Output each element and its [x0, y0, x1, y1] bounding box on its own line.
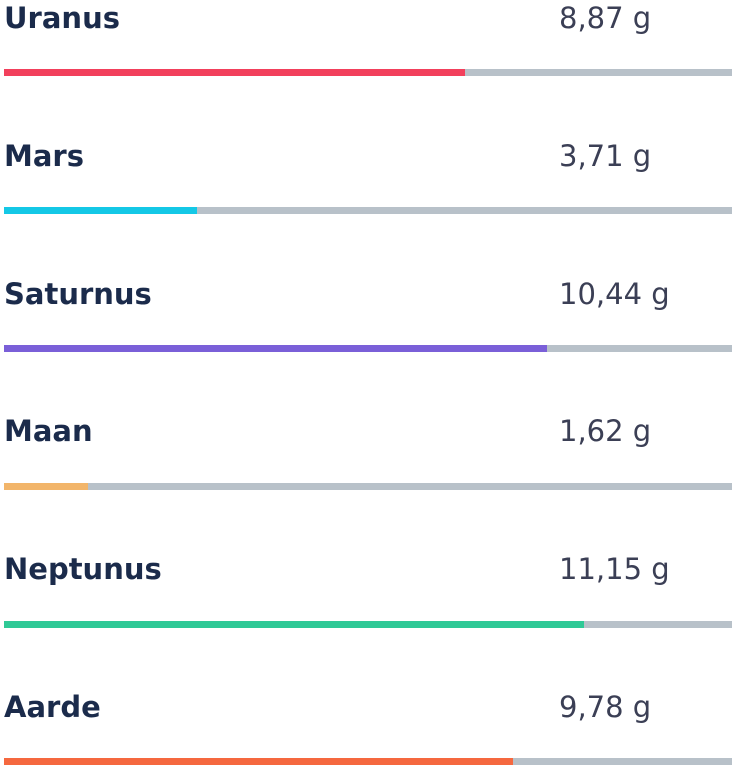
bar-value: 9,78 g — [559, 690, 652, 724]
bar-fill — [4, 758, 513, 765]
bar-value: 8,87 g — [559, 1, 652, 35]
bar-row-uranus: Uranus 8,87 g — [0, 0, 737, 100]
bar-label: Neptunus — [4, 552, 162, 586]
bar-value: 10,44 g — [559, 277, 670, 311]
bar-fill — [4, 69, 466, 76]
bar-label: Saturnus — [4, 277, 152, 311]
bar-fill — [4, 621, 584, 628]
bar-row-saturnus: Saturnus 10,44 g — [0, 276, 737, 376]
bar-track — [4, 758, 732, 765]
bar-label: Aarde — [4, 690, 101, 724]
bar-label: Uranus — [4, 1, 120, 35]
bar-row-aarde: Aarde 9,78 g — [0, 689, 737, 770]
bar-value: 1,62 g — [559, 414, 652, 448]
bar-value: 3,71 g — [559, 139, 652, 173]
bar-label: Maan — [4, 414, 93, 448]
bar-row-neptunus: Neptunus 11,15 g — [0, 551, 737, 651]
bar-track — [4, 483, 732, 490]
bar-row-mars: Mars 3,71 g — [0, 138, 737, 238]
bar-fill — [4, 483, 89, 490]
bar-value: 11,15 g — [559, 552, 670, 586]
bar-track — [4, 345, 732, 352]
bar-track — [4, 207, 732, 214]
bar-track — [4, 621, 732, 628]
bar-row-maan: Maan 1,62 g — [0, 413, 737, 513]
bar-track — [4, 69, 732, 76]
bar-label: Mars — [4, 139, 84, 173]
bar-fill — [4, 207, 197, 214]
bar-fill — [4, 345, 547, 352]
